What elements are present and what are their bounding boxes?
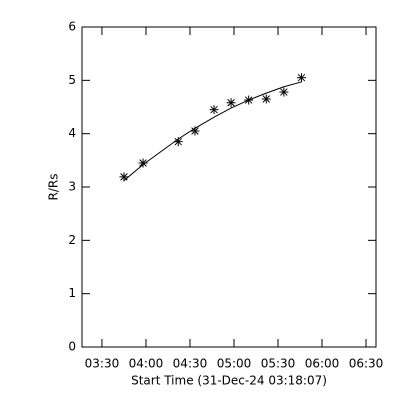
x-tick-label: 05:30 [261, 357, 296, 371]
x-tick-label: 04:00 [129, 357, 164, 371]
data-point [209, 105, 219, 115]
x-tick-label: 06:30 [349, 357, 384, 371]
data-point [296, 73, 306, 83]
y-tick-label: 2 [68, 233, 76, 247]
y-tick-label: 6 [68, 20, 76, 34]
y-tick-label: 1 [68, 286, 76, 300]
plot-frame [81, 26, 377, 348]
data-point [226, 98, 236, 108]
x-tick-label: 04:30 [173, 357, 208, 371]
x-axis-label: Start Time (31-Dec-24 03:18:07) [131, 374, 327, 388]
y-tick-label: 4 [68, 126, 76, 140]
x-tick-label: 05:00 [217, 357, 252, 371]
y-tick-label: 5 [68, 73, 76, 87]
x-tick-label: 06:00 [305, 357, 340, 371]
y-tick-label: 0 [68, 340, 76, 354]
data-point [261, 94, 271, 104]
y-tick-label: 3 [68, 180, 76, 194]
data-point [279, 87, 289, 97]
x-tick-label: 03:30 [85, 357, 120, 371]
data-point [138, 158, 148, 168]
fit-line [123, 81, 302, 181]
y-axis-label: R/Rs [47, 174, 61, 201]
